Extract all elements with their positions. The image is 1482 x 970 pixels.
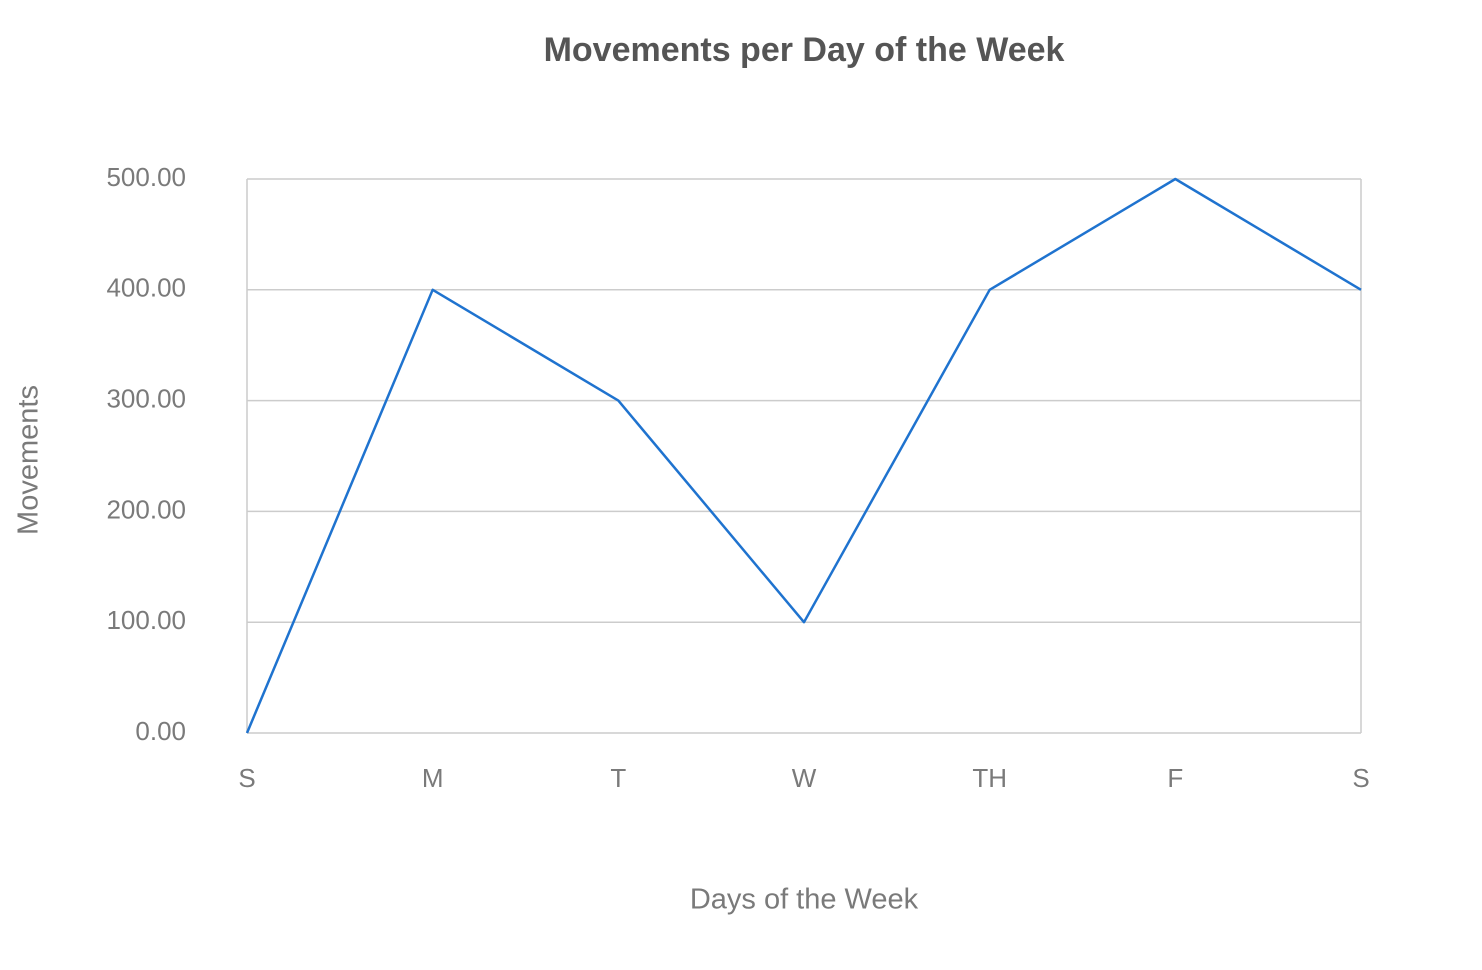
y-tick-label: 300.00: [106, 383, 186, 413]
x-axis-label: Days of the Week: [690, 884, 919, 916]
x-tick-label: M: [422, 763, 444, 793]
x-tick-label: T: [610, 763, 626, 793]
x-tick-label: F: [1167, 763, 1183, 793]
y-axis-label: Movements: [13, 385, 45, 535]
y-tick-label: 100.00: [106, 605, 186, 635]
x-tick-label: S: [1352, 763, 1369, 793]
y-tick-label: 500.00: [106, 162, 186, 192]
y-tick-label: 200.00: [106, 494, 186, 524]
x-tick-label: S: [238, 763, 255, 793]
chart-title: Movements per Day of the Week: [544, 31, 1065, 69]
y-tick-label: 400.00: [106, 273, 186, 303]
x-tick-label: W: [792, 763, 817, 793]
data-line: [245, 177, 1362, 734]
x-tick-label: TH: [972, 763, 1007, 793]
y-tick-label: 0.00: [135, 716, 186, 746]
